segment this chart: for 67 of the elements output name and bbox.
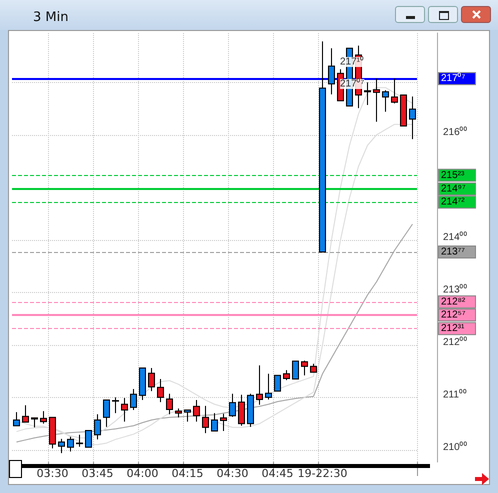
candlestick — [382, 90, 389, 112]
candlestick — [112, 396, 119, 414]
candlestick — [58, 438, 65, 454]
candlestick — [121, 397, 128, 422]
ref-line-label: 214⁹⁷ — [441, 183, 466, 194]
annotation: 217¹⁰ — [340, 56, 364, 68]
y-tick-label: 212⁰⁰ — [443, 336, 468, 348]
candlestick — [175, 408, 182, 418]
ref-line-label: 213⁷⁷ — [441, 246, 466, 258]
candlestick — [202, 405, 209, 434]
candlestick — [166, 393, 173, 415]
candlestick — [76, 434, 83, 448]
x-tick-label: 19-22:30 — [298, 467, 348, 480]
candlestick — [13, 412, 20, 426]
candlestick — [238, 394, 245, 426]
candlestick — [247, 393, 254, 428]
annotation: 217⁰⁷ — [340, 78, 365, 90]
candlestick — [391, 78, 398, 104]
y-tick-label: 214⁰⁰ — [443, 230, 468, 243]
candlestick — [220, 413, 227, 432]
candlestick — [31, 416, 38, 428]
candlestick — [274, 374, 281, 392]
ref-line-label: 214⁷² — [441, 196, 466, 208]
candlestick — [85, 430, 92, 448]
x-tick-label: 04:30 — [216, 467, 248, 480]
y-tick-label: 216⁰⁰ — [443, 126, 468, 138]
ref-line-label: 212⁵⁷ — [441, 309, 466, 320]
candlestick — [193, 400, 200, 422]
candlestick — [400, 94, 407, 126]
y-tick-label: 210⁰⁰ — [443, 440, 468, 453]
candlestick — [94, 414, 101, 440]
ref-line-label: 212³¹ — [441, 323, 466, 334]
y-tick-label: 211⁰⁰ — [443, 388, 467, 400]
candlestick — [139, 368, 146, 401]
x-tick-label: 04:00 — [126, 467, 158, 480]
candlestick — [184, 410, 191, 422]
candlestick — [409, 96, 416, 140]
candlestick — [310, 363, 317, 373]
candlestick — [40, 410, 47, 424]
ref-line-label: 217⁰⁷ — [441, 72, 466, 84]
candlestick — [103, 400, 110, 428]
ref-line-label: 215²³ — [441, 170, 466, 181]
x-tick-label: 03:30 — [36, 467, 68, 480]
candlestick — [319, 40, 326, 252]
candlestick — [148, 368, 155, 392]
x-tick-label: 03:45 — [82, 467, 114, 480]
x-tick-label: 04:45 — [262, 467, 294, 480]
candlestick — [67, 436, 74, 452]
candlestick — [373, 78, 380, 122]
x-tick-label: 04:15 — [172, 467, 204, 480]
line-series — [16, 224, 413, 443]
candlestick — [49, 416, 56, 449]
candlestick — [130, 388, 137, 411]
candlestick — [157, 378, 164, 403]
candlestick — [229, 393, 236, 418]
candlestick — [301, 360, 308, 376]
candlestick — [22, 404, 29, 423]
candlestick — [328, 48, 335, 95]
candlestick — [256, 364, 263, 406]
y-tick-label: 213⁰⁰ — [443, 283, 468, 296]
candlestick — [292, 360, 299, 380]
candlestick — [211, 412, 218, 432]
chart-title: 3 Min — [33, 10, 68, 25]
candlestick — [265, 373, 272, 400]
candlestick — [364, 82, 371, 106]
candlestick — [283, 370, 290, 381]
ref-line-label: 212⁸² — [441, 296, 466, 308]
